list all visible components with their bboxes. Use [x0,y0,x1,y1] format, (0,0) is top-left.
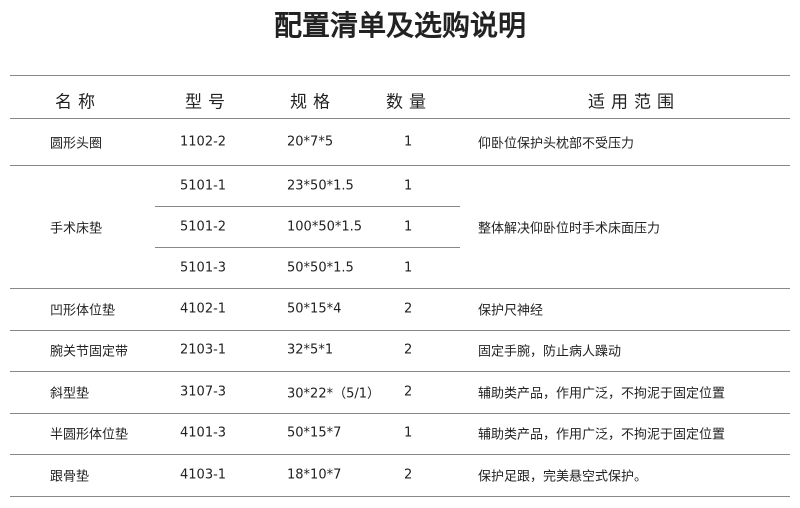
item-spec: 50*50*1.5 [287,260,354,275]
item-qty: 2 [404,384,413,400]
rule [155,247,460,248]
item-spec: 20*7*5 [287,134,334,149]
item-model: 1102-2 [180,134,227,149]
item-scope: 整体解决仰卧位时手术床面压力 [478,221,661,236]
item-scope: 仰卧位保护头枕部不受压力 [478,136,635,151]
item-name: 腕关节固定带 [50,344,129,360]
item-scope: 固定手腕，防止病人躁动 [478,344,622,360]
item-name: 跟骨垫 [50,469,90,485]
item-scope: 保护足跟，完美悬空式保护。 [478,469,648,485]
item-model: 5101-1 [180,178,227,193]
rule [10,165,790,166]
title: 配置清单及选购说明 [273,9,526,42]
header-model: 型号 [185,92,231,113]
rule [10,412,790,414]
item-scope: 保护尺神经 [478,303,544,319]
item-model: 4102-1 [180,301,227,317]
item-model: 4103-1 [180,467,227,483]
item-spec: 23*50*1.5 [287,178,354,193]
rule [10,75,790,76]
item-name: 斜型垫 [50,386,90,402]
item-model: 3107-3 [180,384,227,400]
item-spec: 30*22*（5/1） [287,386,381,402]
item-model: 5101-2 [180,219,227,234]
rule [10,454,790,455]
rule [10,288,790,289]
item-qty: 2 [404,467,413,483]
item-model: 2103-1 [180,342,227,358]
item-qty: 2 [404,301,413,317]
item-spec: 50*15*7 [287,425,342,441]
item-qty: 1 [404,260,413,275]
rule [10,495,790,497]
item-spec: 32*5*1 [287,342,334,358]
item-name: 半圆形体位垫 [50,427,129,443]
header-scope: 适用范围 [588,92,680,113]
rule [10,371,790,372]
item-scope: 辅助类产品，作用广泛，不拘泥于固定位置 [478,427,726,443]
item-name: 圆形头圈 [50,136,103,151]
item-scope: 辅助类产品，作用广泛，不拘泥于固定位置 [478,386,726,402]
rule [10,118,790,119]
item-qty: 1 [404,178,413,193]
header-spec: 规格 [290,92,336,113]
item-name: 凹形体位垫 [50,303,116,319]
item-model: 5101-3 [180,260,227,275]
item-spec: 18*10*7 [287,467,342,483]
item-qty: 1 [404,134,413,149]
item-qty: 1 [404,425,413,441]
item-qty: 1 [404,219,413,234]
header-name: 名称 [55,92,101,113]
rule [10,329,790,331]
item-name: 手术床垫 [50,221,103,236]
header-qty: 数量 [386,92,432,113]
item-spec: 100*50*1.5 [287,219,363,234]
rule [155,206,460,207]
item-qty: 2 [404,342,413,358]
item-spec: 50*15*4 [287,301,342,317]
item-model: 4101-3 [180,425,227,441]
